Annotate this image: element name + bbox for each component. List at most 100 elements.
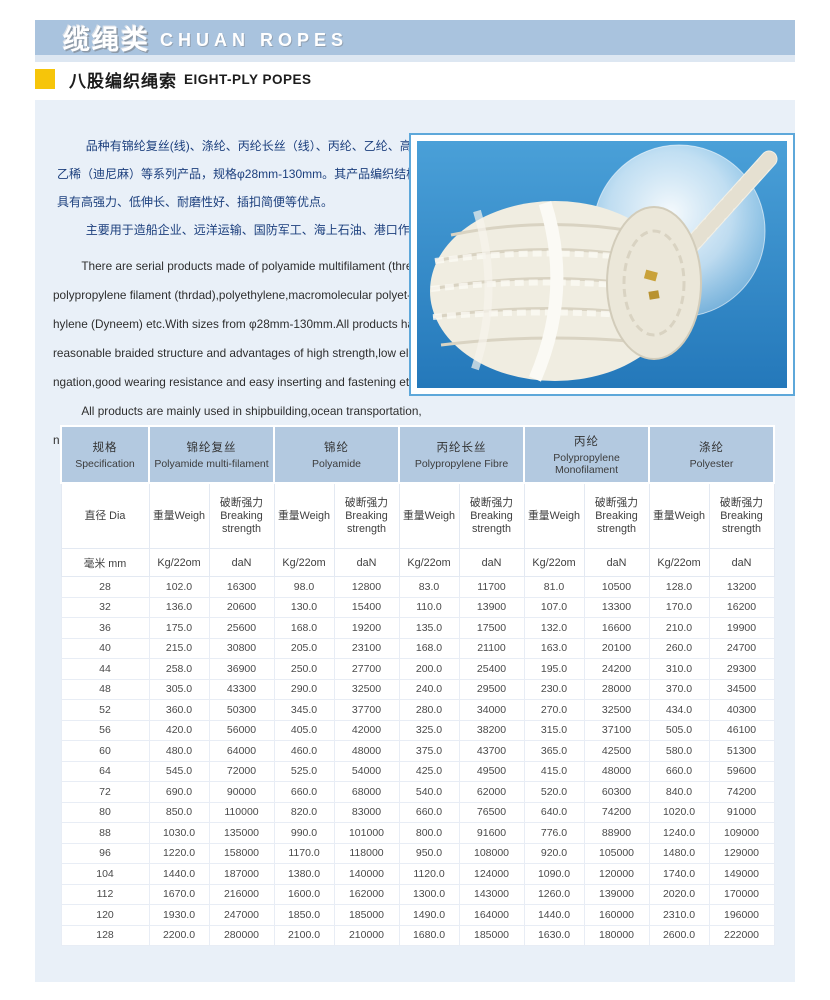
- table-cell: 120000: [583, 863, 650, 885]
- table-cell: 290.0: [273, 678, 335, 700]
- table-cell: 38200: [458, 719, 525, 741]
- table-cell: 74200: [708, 781, 775, 803]
- table-row: 44 258.0 36900 250.0 27700 200.0 25400 195.0 242…: [60, 658, 775, 680]
- table-cell: 19200: [333, 617, 400, 639]
- table-row: 64 545.0 72000 525.0 54000 425.0 49500 415.0 480…: [60, 760, 775, 782]
- table-cell: 44: [60, 658, 150, 680]
- table-cell: 34500: [708, 678, 775, 700]
- col-weight: 重量Weigh: [398, 482, 460, 549]
- table-cell: 1440.0: [523, 904, 585, 926]
- table-cell: 48: [60, 678, 150, 700]
- unit-dan: daN: [333, 548, 400, 577]
- table-cell: 60: [60, 740, 150, 762]
- table-cell: 60300: [583, 781, 650, 803]
- table-cell: 840.0: [648, 781, 710, 803]
- col-weight: 重量Weigh: [148, 482, 210, 549]
- intro-line: 主要用于造船企业、远洋运输、国防军工、海上石油、港口作业等领域。: [85, 223, 470, 237]
- table-cell: 1120.0: [398, 863, 460, 885]
- table-cell: 545.0: [148, 760, 210, 782]
- table-cell: 280000: [208, 924, 275, 946]
- intro-line: polypropylene filament (thrdad),polyethy…: [53, 288, 412, 302]
- table-cell: 101000: [333, 822, 400, 844]
- table-cell: 195.0: [523, 658, 585, 680]
- table-cell: 19900: [708, 617, 775, 639]
- table-cell: 108000: [458, 842, 525, 864]
- table-cell: 164000: [458, 904, 525, 926]
- table-cell: 129000: [708, 842, 775, 864]
- unit-kg: Kg/22om: [648, 548, 710, 577]
- table-cell: 56000: [208, 719, 275, 741]
- table-cell: 34000: [458, 699, 525, 721]
- table-cell: 258.0: [148, 658, 210, 680]
- table-cell: 1170.0: [273, 842, 335, 864]
- table-cell: 2100.0: [273, 924, 335, 946]
- table-cell: 64000: [208, 740, 275, 762]
- rope-photo-illustration: [417, 141, 787, 388]
- table-cell: 40300: [708, 699, 775, 721]
- table-cell: 1680.0: [398, 924, 460, 946]
- table-cell: 2310.0: [648, 904, 710, 926]
- table-cell: 52: [60, 699, 150, 721]
- table-cell: 37700: [333, 699, 400, 721]
- table-cell: 50300: [208, 699, 275, 721]
- table-cell: 135.0: [398, 617, 460, 639]
- table-cell: 110.0: [398, 596, 460, 618]
- table-cell: 660.0: [398, 801, 460, 823]
- table-cell: 163.0: [523, 637, 585, 659]
- table-cell: 2200.0: [148, 924, 210, 946]
- intro-line: 乙稀（迪尼麻）等系列产品，规格φ28mm-130mm。其产品编织结构合理，: [57, 167, 455, 181]
- table-row: 128 2200.0 280000 2100.0 210000 1680.0 185000 1…: [60, 924, 775, 946]
- table-cell: 13900: [458, 596, 525, 618]
- table-cell: 23100: [333, 637, 400, 659]
- table-cell: 149000: [708, 863, 775, 885]
- table-cell: 76500: [458, 801, 525, 823]
- table-cell: 36: [60, 617, 150, 639]
- table-cell: 1740.0: [648, 863, 710, 885]
- table-cell: 36900: [208, 658, 275, 680]
- intro-line: hylene (Dyneem) etc.With sizes from φ28m…: [53, 317, 427, 331]
- table-cell: 135000: [208, 822, 275, 844]
- table-cell: 25400: [458, 658, 525, 680]
- table-cell: 2600.0: [648, 924, 710, 946]
- table-cell: 250.0: [273, 658, 335, 680]
- table-cell: 325.0: [398, 719, 460, 741]
- table-cell: 16300: [208, 576, 275, 598]
- table-cell: 132.0: [523, 617, 585, 639]
- table-cell: 460.0: [273, 740, 335, 762]
- table-cell: 525.0: [273, 760, 335, 782]
- table-cell: 345.0: [273, 699, 335, 721]
- table-cell: 375.0: [398, 740, 460, 762]
- table-row: 112 1670.0 216000 1600.0 162000 1300.0 143000 1…: [60, 883, 775, 905]
- table-cell: 305.0: [148, 678, 210, 700]
- table-cell: 170.0: [648, 596, 710, 618]
- table-cell: 91600: [458, 822, 525, 844]
- table-cell: 990.0: [273, 822, 335, 844]
- table-cell: 1670.0: [148, 883, 210, 905]
- table-cell: 91000: [708, 801, 775, 823]
- table-cell: 1440.0: [148, 863, 210, 885]
- table-cell: 128.0: [648, 576, 710, 598]
- col-breaking-strength: 破断强力 Breaking strength: [458, 482, 525, 549]
- table-cell: 96: [60, 842, 150, 864]
- table-cell: 540.0: [398, 781, 460, 803]
- table-cell: 520.0: [523, 781, 585, 803]
- banner-underline: [35, 55, 795, 62]
- table-cell: 90000: [208, 781, 275, 803]
- col-weight: 重量Weigh: [273, 482, 335, 549]
- table-cell: 43700: [458, 740, 525, 762]
- table-cell: 185000: [333, 904, 400, 926]
- table-cell: 28000: [583, 678, 650, 700]
- table-cell: 280.0: [398, 699, 460, 721]
- table-cell: 72: [60, 781, 150, 803]
- intro-line: reasonable braided structure and advanta…: [53, 346, 419, 360]
- table-cell: 105000: [583, 842, 650, 864]
- table-cell: 51300: [708, 740, 775, 762]
- table-cell: 139000: [583, 883, 650, 905]
- table-cell: 110000: [208, 801, 275, 823]
- table-cell: 27700: [333, 658, 400, 680]
- table-cell: 210.0: [648, 617, 710, 639]
- table-cell: 210000: [333, 924, 400, 946]
- table-cell: 1490.0: [398, 904, 460, 926]
- table-cell: 360.0: [148, 699, 210, 721]
- unit-kg: Kg/22om: [523, 548, 585, 577]
